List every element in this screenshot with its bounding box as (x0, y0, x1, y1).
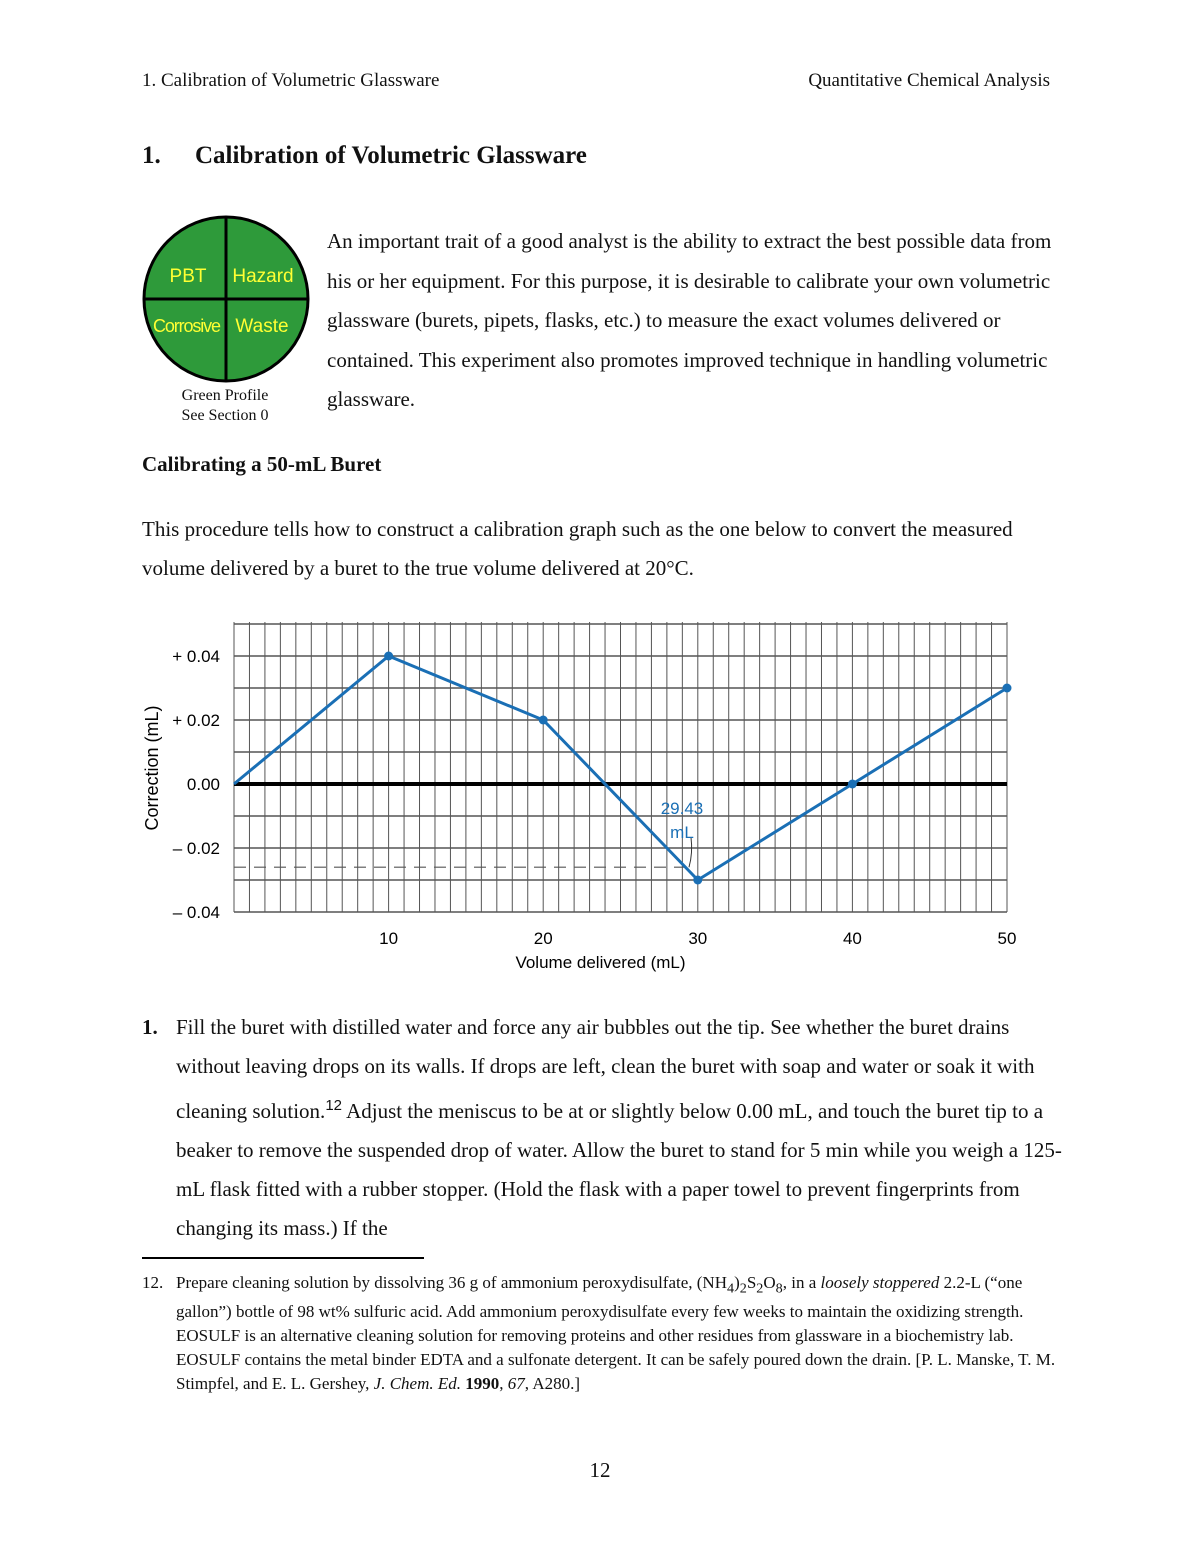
y-axis-label: Correction (mL) (142, 705, 162, 830)
annotation-leader (688, 837, 693, 868)
calibration-chart: 29.43 mL + 0.04 + 0.02 0.00 – 0.02 – 0.04 10 20 3… (142, 622, 1017, 972)
title-number: 1. (142, 142, 161, 169)
annotation-label: 29.43 (661, 799, 704, 818)
x-axis-label: Volume delivered (mL) (515, 953, 685, 972)
data-point (384, 651, 394, 661)
step-text: Fill the buret with distilled water and … (176, 1015, 1035, 1123)
green-profile-caption: Green Profile See Section 0 (140, 386, 310, 426)
page-title: 1. Calibration of Volumetric Glassware (142, 142, 587, 170)
step-number: 1. (142, 1015, 158, 1039)
footnote: 12. Prepare cleaning solution by dissolv… (142, 1271, 1062, 1396)
x-tick-label: 20 (534, 929, 553, 948)
caption-line: See Section 0 (181, 407, 269, 424)
y-tick-label: – 0.04 (173, 903, 220, 922)
x-tick-label: 30 (688, 929, 707, 948)
footnote-divider (142, 1257, 424, 1259)
page-number: 12 (589, 1458, 611, 1482)
data-point (693, 875, 703, 885)
section-heading: Calibrating a 50-mL Buret (142, 452, 382, 476)
intro-paragraph: An important trait of a good analyst is … (327, 229, 1052, 411)
quadrant-pbt: PBT (170, 266, 207, 287)
quadrant-waste: Waste (235, 316, 288, 337)
data-point (1002, 683, 1012, 693)
y-tick-label: 0.00 (187, 775, 220, 794)
running-header-left: 1. Calibration of Volumetric Glassware (142, 70, 440, 91)
running-header-right: Quantitative Chemical Analysis (808, 70, 1050, 91)
procedure-intro: This procedure tells how to construct a … (142, 517, 1013, 580)
y-tick-label: + 0.02 (172, 711, 220, 730)
y-tick-label: – 0.02 (173, 839, 220, 858)
quadrant-hazard: Hazard (232, 266, 293, 287)
step-1: 1. Fill the buret with distilled water a… (142, 1008, 1062, 1248)
footnote-number: 12. (142, 1273, 164, 1292)
annotation-label: mL (670, 823, 694, 842)
data-point (538, 715, 548, 725)
x-tick-label: 40 (843, 929, 862, 948)
caption-line: Green Profile (181, 387, 269, 404)
x-tick-label: 50 (998, 929, 1017, 948)
footnote-text: Prepare cleaning solution by dissolving … (176, 1273, 1056, 1394)
title-text: Calibration of Volumetric Glassware (195, 142, 587, 169)
data-point (847, 779, 857, 789)
series-line (233, 654, 1008, 882)
green-profile-logo: PBT Hazard Corrosive Waste (142, 215, 310, 383)
quadrant-corrosive: Corrosive (153, 316, 221, 336)
footnote-ref[interactable]: 12 (325, 1097, 342, 1114)
x-tick-label: 10 (379, 929, 398, 948)
step-text: Adjust the meniscus to be at or slightly… (176, 1099, 1062, 1240)
y-tick-label: + 0.04 (172, 647, 220, 666)
